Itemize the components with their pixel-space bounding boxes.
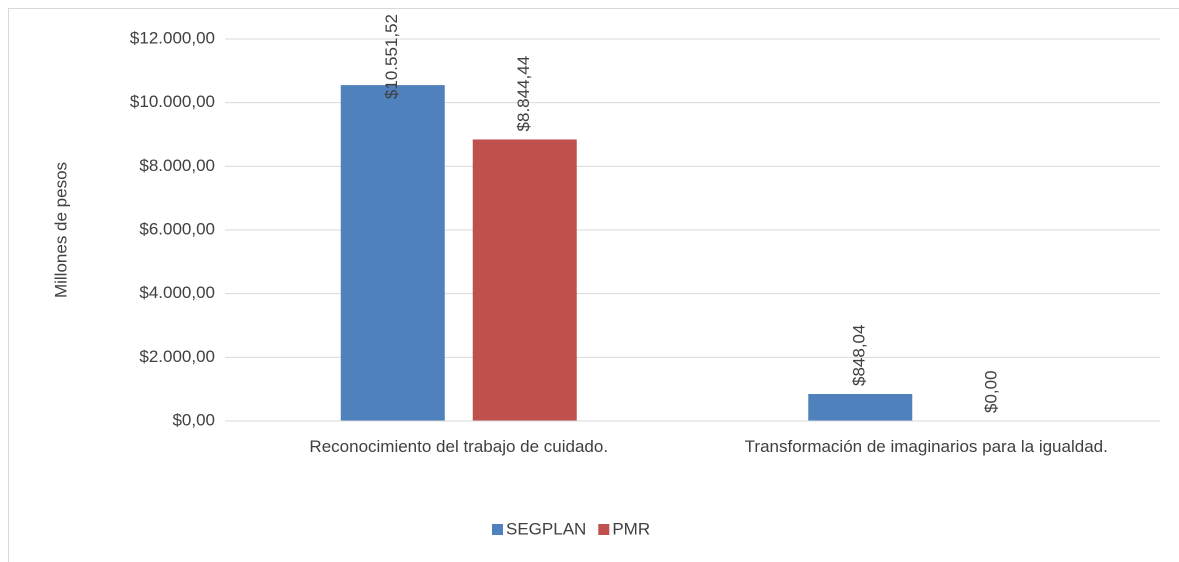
y-tick-label: $6.000,00: [139, 219, 215, 238]
y-tick-label: $10.000,00: [130, 92, 215, 111]
bar: [472, 139, 577, 421]
bar: [808, 394, 913, 421]
x-tick-label: Transformación de imaginarios para la ig…: [744, 437, 1108, 456]
value-label: $8.844,44: [514, 56, 533, 132]
legend-swatch: [492, 524, 503, 535]
y-tick-label: $2.000,00: [139, 347, 215, 366]
legend-swatch: [598, 524, 610, 535]
value-label: $0,00: [982, 370, 1001, 413]
legend-label: SEGPLAN: [506, 519, 586, 538]
bar: [340, 85, 445, 421]
y-tick-label: $12.000,00: [130, 28, 215, 47]
y-tick-label: $4.000,00: [139, 283, 215, 302]
value-label: $10.551,52: [382, 14, 401, 99]
y-tick-label: $0,00: [172, 410, 215, 429]
y-axis-label: Millones de pesos: [51, 162, 70, 298]
x-tick-label: Reconocimiento del trabajo de cuidado.: [309, 437, 609, 456]
value-label: $848,04: [850, 325, 869, 386]
chart-border: [8, 8, 1179, 562]
legend-label: PMR: [612, 519, 650, 538]
y-tick-label: $8.000,00: [139, 156, 215, 175]
